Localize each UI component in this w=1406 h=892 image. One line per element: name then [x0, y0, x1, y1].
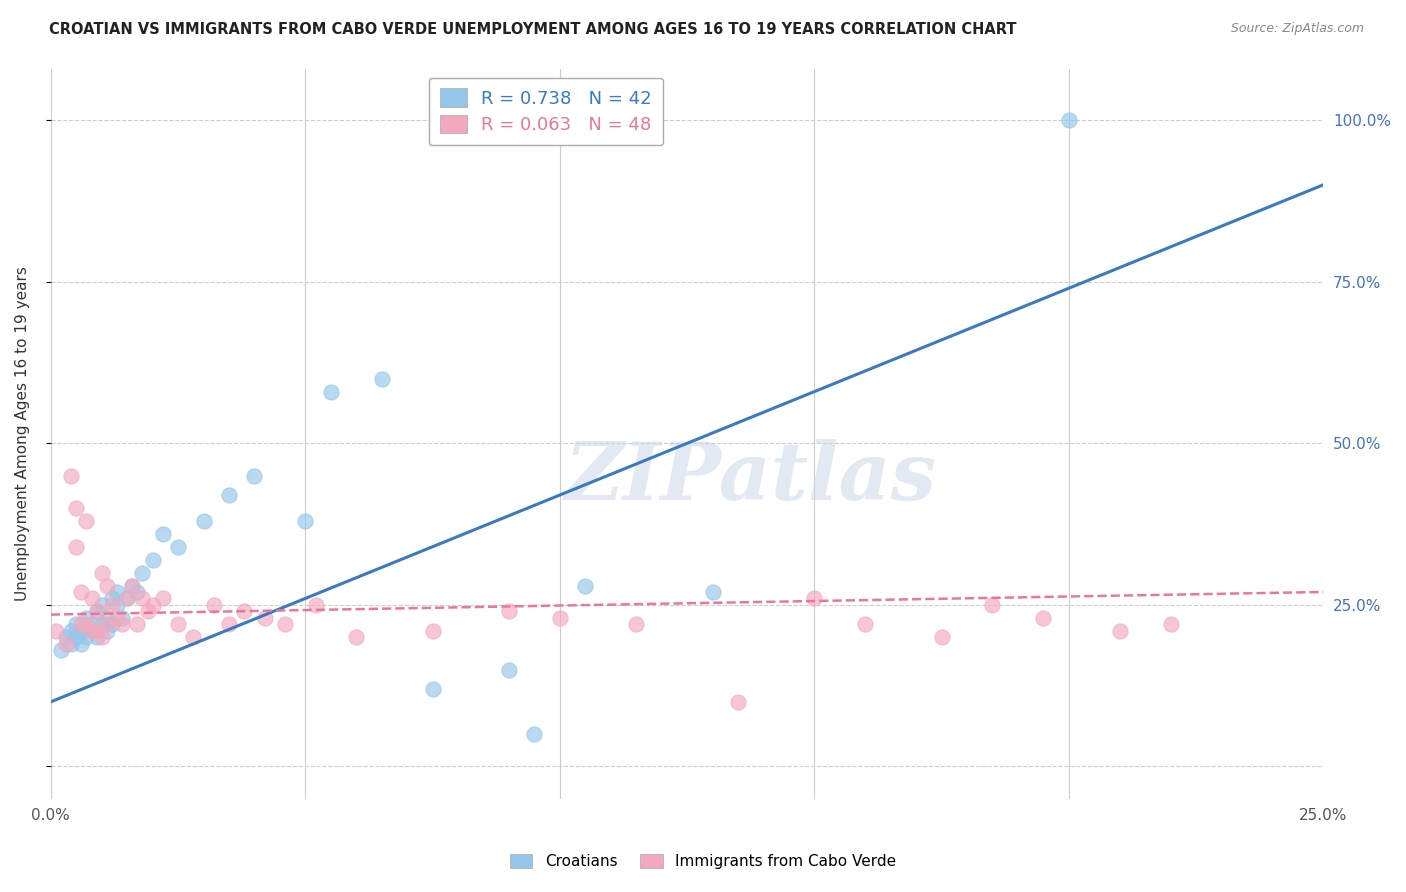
- Point: [55, 637, 77, 651]
- Point: [152, 591, 174, 606]
- Text: CROATIAN VS IMMIGRANTS FROM CABO VERDE UNEMPLOYMENT AMONG AGES 16 TO 19 YEARS CO: CROATIAN VS IMMIGRANTS FROM CABO VERDE U…: [49, 22, 1017, 37]
- Point: [422, 681, 444, 696]
- Point: [193, 514, 215, 528]
- Point: [49, 643, 72, 657]
- Point: [121, 578, 143, 592]
- Point: [319, 384, 342, 399]
- Point: [304, 598, 326, 612]
- Point: [253, 611, 276, 625]
- Text: Source: ZipAtlas.com: Source: ZipAtlas.com: [1230, 22, 1364, 36]
- Point: [96, 611, 118, 625]
- Point: [233, 604, 256, 618]
- Point: [65, 630, 87, 644]
- Point: [803, 591, 825, 606]
- Point: [548, 611, 571, 625]
- Point: [101, 591, 124, 606]
- Point: [981, 598, 1004, 612]
- Point: [131, 566, 153, 580]
- Point: [90, 598, 112, 612]
- Point: [853, 617, 876, 632]
- Point: [70, 624, 93, 638]
- Point: [344, 630, 367, 644]
- Point: [75, 630, 97, 644]
- Point: [90, 566, 112, 580]
- Point: [80, 624, 103, 638]
- Point: [80, 624, 103, 638]
- Point: [136, 604, 159, 618]
- Point: [101, 598, 124, 612]
- Point: [183, 630, 205, 644]
- Point: [131, 591, 153, 606]
- Point: [65, 540, 87, 554]
- Point: [111, 611, 134, 625]
- Point: [1108, 624, 1130, 638]
- Point: [127, 617, 149, 632]
- Point: [202, 598, 225, 612]
- Point: [80, 591, 103, 606]
- Point: [90, 617, 112, 632]
- Point: [370, 372, 392, 386]
- Point: [218, 488, 240, 502]
- Point: [167, 540, 190, 554]
- Point: [45, 624, 67, 638]
- Point: [80, 617, 103, 632]
- Point: [105, 611, 128, 625]
- Point: [727, 695, 749, 709]
- Point: [142, 598, 165, 612]
- Point: [624, 617, 647, 632]
- Point: [1160, 617, 1182, 632]
- Point: [70, 617, 93, 632]
- Point: [65, 617, 87, 632]
- Point: [60, 637, 83, 651]
- Point: [96, 617, 118, 632]
- Point: [243, 468, 266, 483]
- Point: [702, 585, 724, 599]
- Point: [65, 500, 87, 515]
- Point: [121, 578, 143, 592]
- Point: [75, 611, 97, 625]
- Point: [931, 630, 953, 644]
- Point: [96, 624, 118, 638]
- Point: [70, 585, 93, 599]
- Point: [115, 591, 138, 606]
- Legend: R = 0.738   N = 42, R = 0.063   N = 48: R = 0.738 N = 42, R = 0.063 N = 48: [429, 78, 662, 145]
- Point: [55, 630, 77, 644]
- Point: [75, 514, 97, 528]
- Point: [105, 598, 128, 612]
- Point: [105, 585, 128, 599]
- Point: [498, 663, 520, 677]
- Point: [86, 604, 108, 618]
- Text: ZIPatlas: ZIPatlas: [565, 439, 936, 516]
- Y-axis label: Unemployment Among Ages 16 to 19 years: Unemployment Among Ages 16 to 19 years: [15, 266, 30, 601]
- Point: [152, 526, 174, 541]
- Point: [574, 578, 596, 592]
- Legend: Croatians, Immigrants from Cabo Verde: Croatians, Immigrants from Cabo Verde: [503, 848, 903, 875]
- Point: [1032, 611, 1054, 625]
- Point: [422, 624, 444, 638]
- Point: [218, 617, 240, 632]
- Point: [101, 617, 124, 632]
- Point: [294, 514, 316, 528]
- Point: [127, 585, 149, 599]
- Point: [96, 578, 118, 592]
- Point: [1057, 113, 1080, 128]
- Point: [60, 624, 83, 638]
- Point: [523, 727, 546, 741]
- Point: [167, 617, 190, 632]
- Point: [86, 624, 108, 638]
- Point: [60, 468, 83, 483]
- Point: [86, 604, 108, 618]
- Point: [142, 552, 165, 566]
- Point: [70, 637, 93, 651]
- Point: [274, 617, 297, 632]
- Point: [498, 604, 520, 618]
- Point: [86, 630, 108, 644]
- Point: [90, 630, 112, 644]
- Point: [115, 591, 138, 606]
- Point: [75, 617, 97, 632]
- Point: [111, 617, 134, 632]
